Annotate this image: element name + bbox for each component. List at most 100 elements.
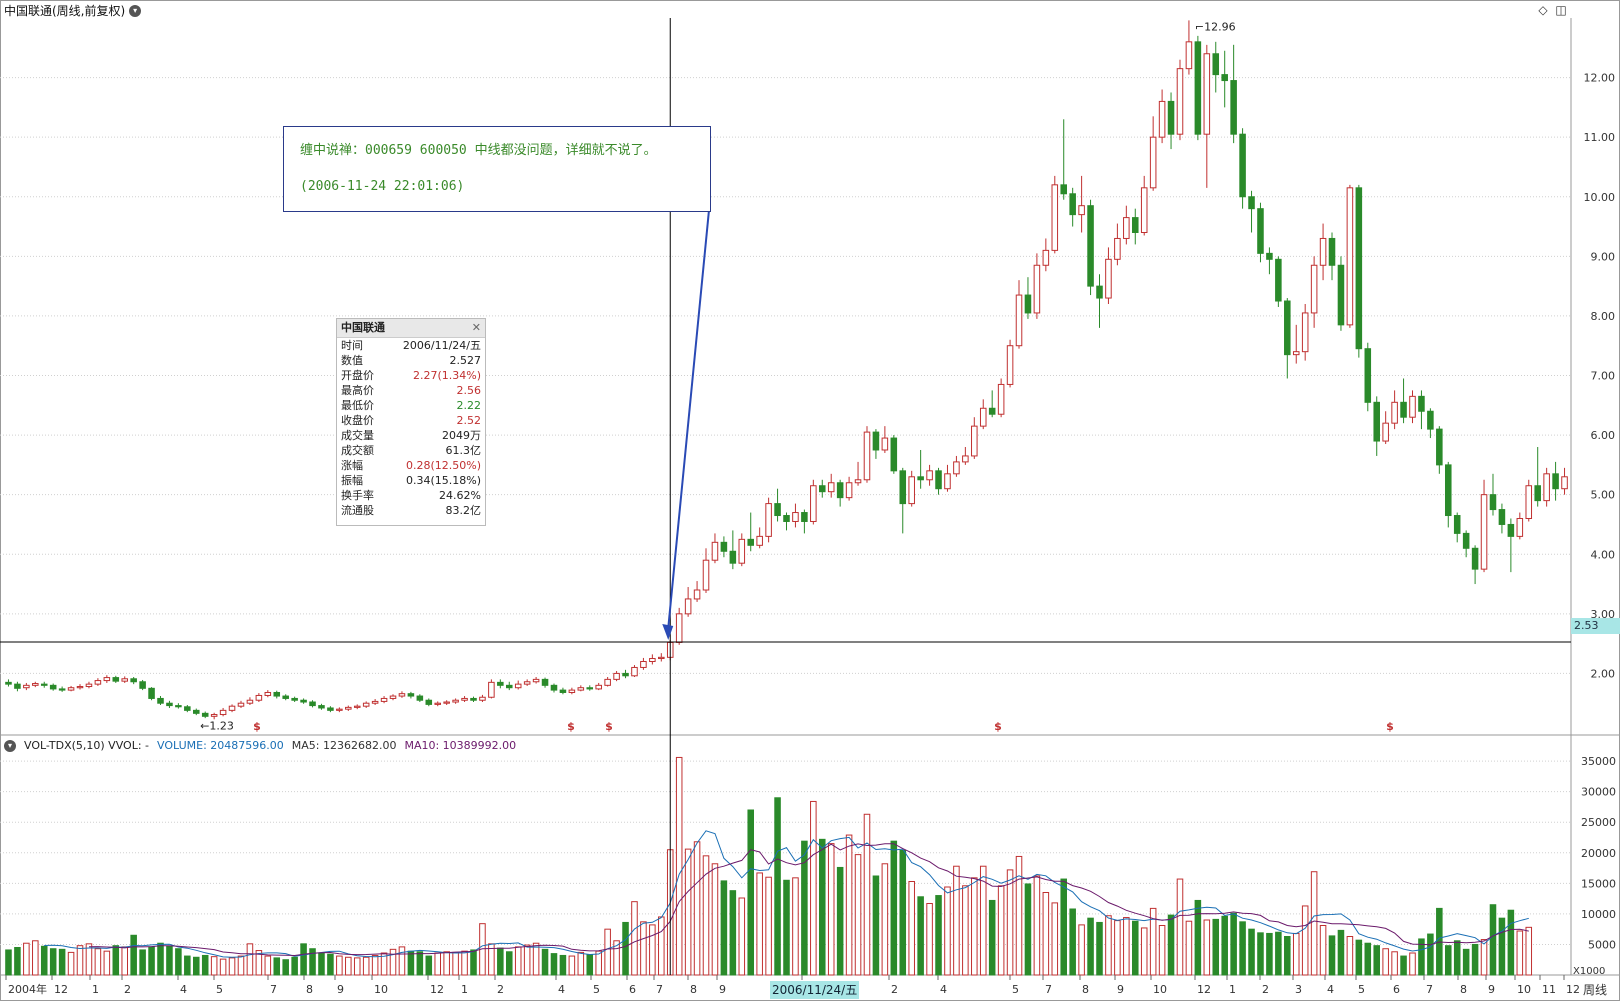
date-tick-label: 9 xyxy=(1488,983,1495,996)
candle-body xyxy=(1418,395,1425,412)
candle-body xyxy=(371,700,379,704)
candle-body xyxy=(1024,294,1032,314)
candle-body xyxy=(1051,184,1059,251)
volume-bar xyxy=(649,924,656,976)
volume-indicator-name[interactable]: VOL-TDX(5,10) VVOL: - xyxy=(24,739,149,752)
date-tick-label: 4 xyxy=(558,983,565,996)
volume-bar xyxy=(1257,932,1264,976)
info-value: 24.62% xyxy=(439,489,481,502)
volume-bar xyxy=(219,958,227,976)
candle-body xyxy=(1105,258,1112,299)
candle-body xyxy=(1284,300,1291,356)
candle-body xyxy=(1194,41,1202,135)
volume-bar xyxy=(1328,935,1336,976)
candle-body xyxy=(434,702,442,705)
candle-body xyxy=(684,598,692,615)
volume-bar xyxy=(988,899,996,976)
date-tick-label: 5 xyxy=(1012,983,1019,996)
volume-bar xyxy=(327,953,334,976)
candle-body xyxy=(1096,285,1103,299)
candle-body xyxy=(1140,187,1148,233)
price-tick-label: 2.00 xyxy=(1591,667,1616,680)
volume-bar xyxy=(103,950,111,976)
candle-body xyxy=(1498,509,1506,525)
volume-value: VOLUME: 20487596.00 xyxy=(157,739,284,752)
date-tick-label: 5 xyxy=(593,983,600,996)
info-value: 83.2亿 xyxy=(445,504,482,517)
candle-body xyxy=(291,697,298,701)
signal-mark: $ xyxy=(567,720,575,733)
arrow-head xyxy=(662,624,674,641)
candle-body xyxy=(309,701,316,707)
volume-bar xyxy=(944,886,951,976)
candle-body xyxy=(595,684,602,690)
candle-body xyxy=(997,383,1005,415)
candle-body xyxy=(1355,187,1363,350)
volume-bar xyxy=(300,943,307,976)
candle-body xyxy=(675,613,683,643)
volume-tick-label: 35000 xyxy=(1581,755,1616,768)
chevron-down-icon[interactable]: ▾ xyxy=(4,740,16,752)
volume-bar xyxy=(1248,928,1255,976)
diamond-icon[interactable]: ◇ xyxy=(1538,3,1548,17)
volume-bar xyxy=(1078,924,1085,976)
candle-body xyxy=(1346,187,1354,326)
volume-bar xyxy=(1319,925,1327,976)
volume-bar xyxy=(264,955,272,976)
crosshair-date-tag: 2006/11/24/五 xyxy=(770,981,860,999)
candle-body xyxy=(380,697,388,702)
close-icon[interactable]: ✕ xyxy=(471,321,481,334)
candle-body xyxy=(586,687,594,690)
volume-bar xyxy=(693,841,701,976)
volume-bar xyxy=(1292,932,1300,976)
period-label[interactable]: 周线 xyxy=(1583,983,1608,997)
volume-bar xyxy=(184,955,191,976)
candle-body xyxy=(1507,523,1515,537)
volume-bar xyxy=(1123,917,1130,976)
volume-bar xyxy=(67,951,75,976)
info-popup-header: 中国联通 ✕ xyxy=(337,319,485,338)
date-tick-label: 6 xyxy=(629,983,636,996)
candle-body xyxy=(747,538,755,546)
top-right-toolbar: ◇ ◫ xyxy=(1536,3,1568,17)
candle-body xyxy=(1436,428,1443,466)
ma10-line xyxy=(88,843,1529,957)
volume-bar xyxy=(228,957,236,976)
panel-toggle-icon[interactable]: ◫ xyxy=(1555,3,1567,17)
volume-bar xyxy=(1409,952,1416,976)
date-tick-label: 2 xyxy=(1262,983,1269,996)
candle-body xyxy=(273,691,281,697)
info-key: 涨幅 xyxy=(341,459,363,472)
candle-body xyxy=(157,697,164,704)
volume-bar xyxy=(881,863,889,976)
candle-body xyxy=(345,706,352,710)
volume-bar xyxy=(622,921,629,976)
candle-body xyxy=(1301,312,1309,353)
price-tick-label: 9.00 xyxy=(1591,250,1616,263)
candle-body xyxy=(1239,133,1246,198)
candle-body xyxy=(1534,485,1541,502)
volume-tick-label: 15000 xyxy=(1581,877,1616,890)
volume-bar xyxy=(604,928,611,976)
candle-body xyxy=(953,461,960,475)
volume-bar xyxy=(1480,939,1488,976)
info-row: 换手率 24.62% xyxy=(337,488,485,503)
candle-body xyxy=(76,686,84,689)
volume-bar xyxy=(702,855,710,976)
candle-body xyxy=(1123,217,1130,239)
volume-bar xyxy=(1275,931,1282,976)
volume-bar xyxy=(514,946,522,976)
volume-bar xyxy=(336,955,343,976)
date-tick-label: 4 xyxy=(1327,983,1334,996)
candle-body xyxy=(67,687,75,691)
chevron-down-icon[interactable]: ▾ xyxy=(129,5,142,17)
volume-bar xyxy=(917,896,924,976)
volume-bar xyxy=(76,945,84,976)
volume-bar xyxy=(1462,948,1470,976)
candle-body xyxy=(908,476,915,505)
date-tick-label: 10 xyxy=(374,983,388,996)
volume-bar xyxy=(675,756,683,976)
info-key: 成交额 xyxy=(341,444,374,457)
candle-body xyxy=(1480,494,1488,570)
volume-bar xyxy=(139,949,146,976)
